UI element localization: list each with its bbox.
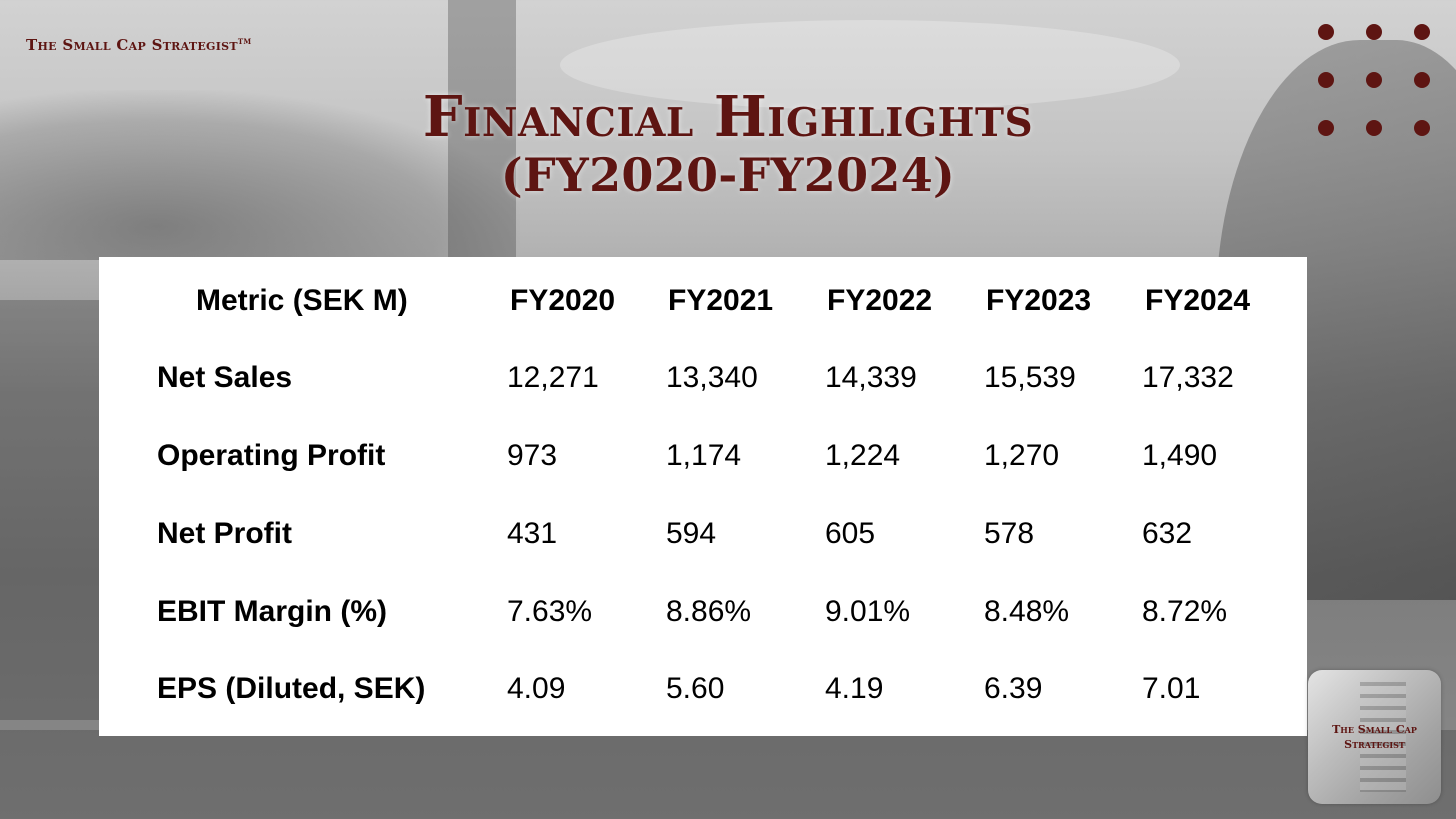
- table-cell: 4.09: [507, 672, 566, 705]
- table-cell: 15,539: [984, 361, 1076, 394]
- decorative-dot: [1366, 24, 1382, 40]
- logo-building-image: [1360, 682, 1406, 792]
- table-cell: 973: [507, 439, 558, 472]
- logo-text: The Small Cap Strategist: [1308, 722, 1441, 752]
- table-cell: 5.60: [666, 672, 725, 705]
- table-cell: 1,174: [666, 439, 742, 472]
- row-label-net-sales: Net Sales: [157, 361, 293, 394]
- logo-badge: The Small Cap Strategist: [1308, 670, 1441, 804]
- decorative-dot: [1366, 72, 1382, 88]
- decorative-dot: [1318, 72, 1334, 88]
- row-label-ebit-margin: EBIT Margin (%): [157, 595, 387, 628]
- table-cell: 1,490: [1142, 439, 1218, 472]
- table-cell: 7.63%: [507, 595, 593, 628]
- page-title: Financial Highlights: [422, 84, 1034, 150]
- table-cell: 14,339: [825, 361, 917, 394]
- table-cell: 8.48%: [984, 595, 1070, 628]
- table-cell: 578: [984, 517, 1035, 550]
- decorative-dot: [1318, 24, 1334, 40]
- brand-name: The Small Cap Strategist: [26, 36, 238, 54]
- table-cell: 8.72%: [1142, 595, 1228, 628]
- decorative-dot: [1414, 24, 1430, 40]
- decorative-dot: [1366, 120, 1382, 136]
- row-label-operating-profit: Operating Profit: [157, 439, 386, 472]
- table-cell: 594: [666, 517, 717, 550]
- table-cell: 1,270: [984, 439, 1060, 472]
- logo-text-line2: Strategist: [1344, 738, 1405, 751]
- table-cell: 632: [1142, 517, 1193, 550]
- decorative-dot: [1318, 120, 1334, 136]
- table-header-fy2020: FY2020: [510, 284, 616, 317]
- table-cell: 13,340: [666, 361, 758, 394]
- table-cell: 605: [825, 517, 876, 550]
- financial-table: Metric (SEK M) FY2020 FY2021 FY2022 FY20…: [99, 257, 1307, 736]
- page-subtitle: (FY2020-FY2024): [500, 148, 956, 202]
- row-label-net-profit: Net Profit: [157, 517, 292, 550]
- background-stock-screen: [0, 300, 110, 720]
- decorative-dot: [1414, 120, 1430, 136]
- row-label-eps: EPS (Diluted, SEK): [157, 672, 426, 705]
- table-cell: 4.19: [825, 672, 884, 705]
- table-cell: 7.01: [1142, 672, 1201, 705]
- table-cell: 431: [507, 517, 558, 550]
- table-cell: 12,271: [507, 361, 599, 394]
- brand-trademark: TM: [237, 37, 252, 46]
- table-header-fy2023: FY2023: [986, 284, 1092, 317]
- table-cell: 6.39: [984, 672, 1043, 705]
- decorative-dot: [1414, 72, 1430, 88]
- table-header-fy2024: FY2024: [1145, 284, 1251, 317]
- brand-wordmark: The Small Cap StrategistTM: [26, 36, 251, 54]
- table-cell: 9.01%: [825, 595, 911, 628]
- table-header-metric: Metric (SEK M): [196, 284, 408, 317]
- decorative-dot-grid: [1318, 24, 1442, 148]
- table-header-fy2022: FY2022: [827, 284, 933, 317]
- table-cell: 8.86%: [666, 595, 752, 628]
- background-desk: [0, 730, 1456, 819]
- logo-text-line1: The Small Cap: [1332, 723, 1417, 736]
- table-header-fy2021: FY2021: [668, 284, 774, 317]
- table-cell: 1,224: [825, 439, 901, 472]
- table-cell: 17,332: [1142, 361, 1234, 394]
